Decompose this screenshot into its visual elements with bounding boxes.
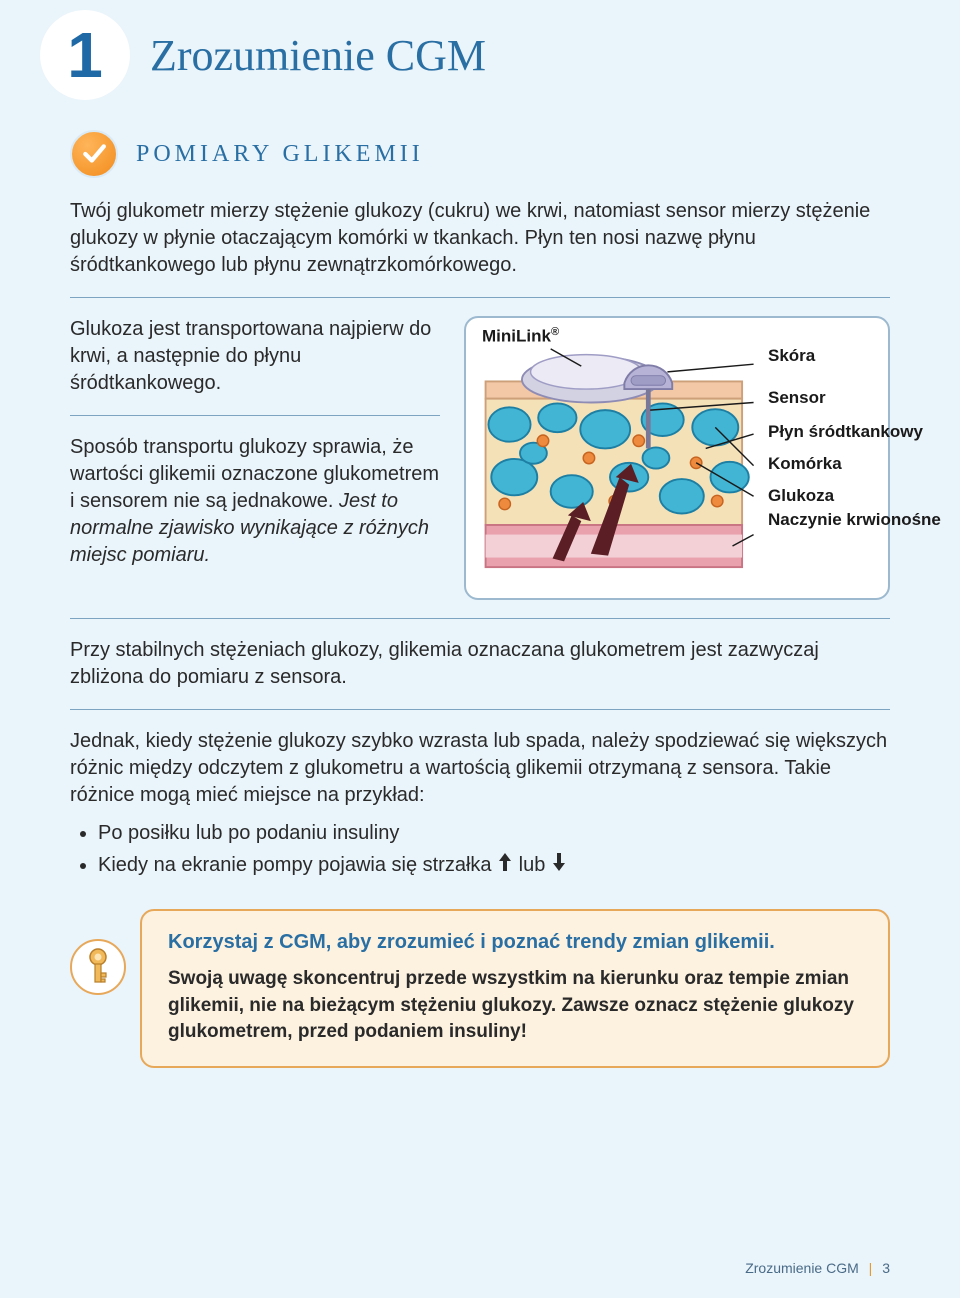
label-sensor: Sensor [768,388,826,408]
paragraph-change: Jednak, kiedy stężenie glukozy szybko wz… [70,728,890,809]
content-area: POMIARY GLIKEMII Twój glukometr mierzy s… [0,130,960,1068]
section-header: POMIARY GLIKEMII [70,130,890,178]
paragraph-intro: Twój glukometr mierzy stężenie glukozy (… [70,198,890,279]
callout-title: Korzystaj z CGM, aby zrozumieć i poznać … [168,931,862,954]
divider [70,618,890,619]
diagram-panel: MiniLink® Skóra Sensor Płyn śródtkankowy… [464,316,890,600]
chapter-header: 1 Zrozumienie CGM [0,0,960,130]
footer-separator: | [869,1260,873,1276]
divider [70,415,440,416]
page: 1 Zrozumienie CGM POMIARY GLIKEMII Twój … [0,0,960,1298]
paragraph-diff: Sposób transportu glukozy sprawia, że wa… [70,434,440,569]
label-glukoza: Glukoza [768,486,834,506]
footer-title: Zrozumienie CGM [745,1260,859,1276]
callout-row: Korzystaj z CGM, aby zrozumieć i poznać … [70,909,890,1068]
arrow-down-icon [551,851,567,883]
footer-page-number: 3 [882,1260,890,1276]
section-title: POMIARY GLIKEMII [136,141,424,168]
page-footer: Zrozumienie CGM | 3 [745,1260,890,1276]
callout-body: Swoją uwagę skoncentruj przede wszystkim… [168,966,862,1046]
check-icon [70,130,118,178]
tissue-diagram: MiniLink® Skóra Sensor Płyn śródtkankowy… [476,328,878,588]
label-minilink: MiniLink® [482,326,559,347]
bullet-list: Po posiłku lub po podaniu insuliny Kiedy… [98,817,890,883]
two-column-row: Glukoza jest transportowana najpierw do … [70,316,890,600]
chapter-number-badge: 1 [40,10,130,100]
label-skora: Skóra [768,346,815,366]
left-column: Glukoza jest transportowana najpierw do … [70,316,440,575]
chapter-title: Zrozumienie CGM [150,30,486,81]
bullet-text-b: lub [519,854,551,876]
divider [70,709,890,710]
divider [70,297,890,298]
bullet-text-a: Kiedy na ekranie pompy pojawia się strza… [98,854,497,876]
key-icon [70,939,126,995]
paragraph-transport: Glukoza jest transportowana najpierw do … [70,316,440,397]
list-item: Po posiłku lub po podaniu insuliny [98,817,890,849]
list-item: Kiedy na ekranie pompy pojawia się strza… [98,849,890,883]
label-plyn: Płyn śródtkankowy [768,422,923,442]
label-naczynie: Naczynie krwionośne [768,510,941,530]
label-komorka: Komórka [768,454,842,474]
callout-box: Korzystaj z CGM, aby zrozumieć i poznać … [140,909,890,1068]
paragraph-stable: Przy stabilnych stężeniach glukozy, glik… [70,637,890,691]
arrow-up-icon [497,851,513,883]
